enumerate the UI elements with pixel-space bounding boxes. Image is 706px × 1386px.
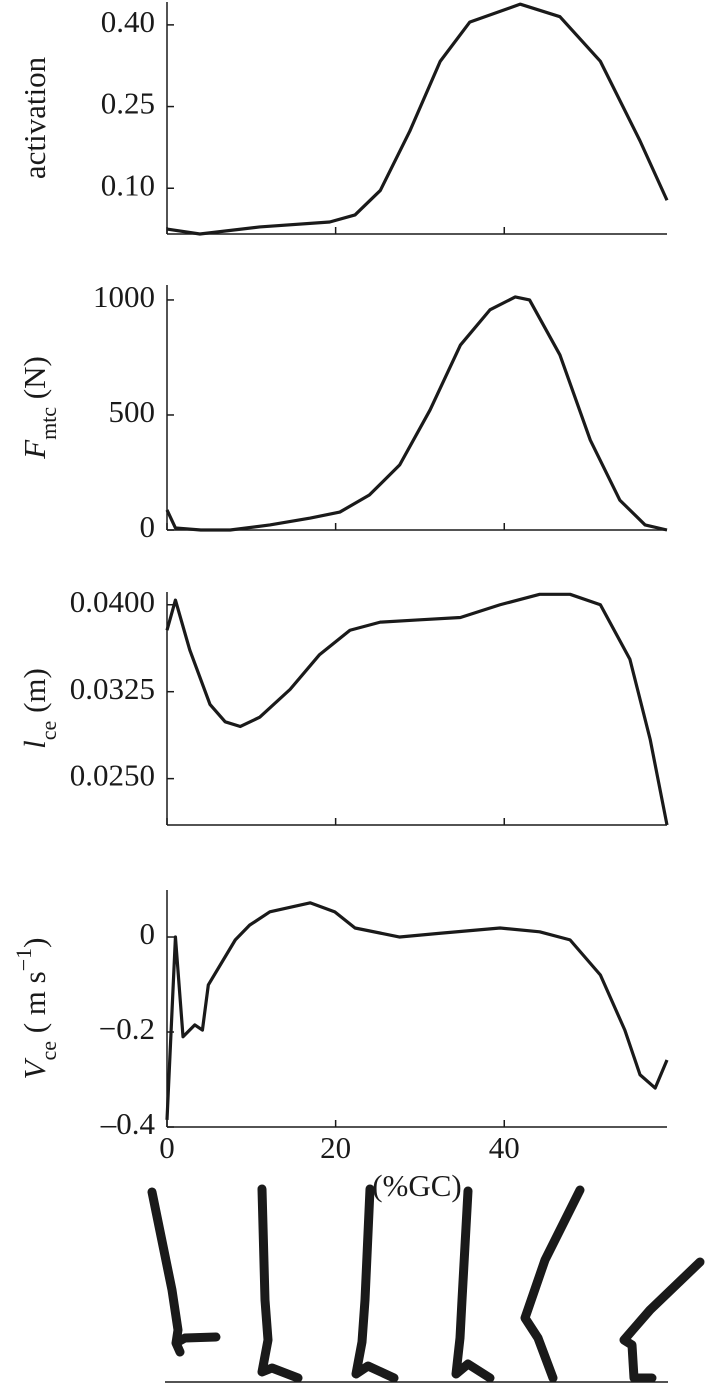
y-axis-label-part: ce — [36, 721, 61, 741]
y-tick-label: 0 — [140, 509, 156, 544]
y-axis-label: Vce ( m s−1) — [11, 938, 61, 1080]
y-tick-label: 0 — [140, 916, 156, 951]
stick-figure — [257, 1184, 303, 1383]
y-axis-label-part: ( m s — [17, 971, 52, 1041]
y-tick-label: 500 — [109, 394, 156, 429]
y-axis-label-part: (m) — [17, 668, 52, 721]
y-axis-label-part: activation — [17, 56, 52, 179]
y-axis-label: activation — [17, 56, 52, 179]
y-axis-label: lce (m) — [17, 668, 60, 749]
y-axis-label-part: ce — [36, 1041, 61, 1061]
y-tick-label: 0.0250 — [70, 758, 155, 793]
data-line — [166, 2, 669, 236]
y-axis-label-part: V — [17, 1057, 52, 1079]
stick-figure — [451, 1186, 495, 1383]
y-axis-label-part: l — [17, 740, 52, 749]
y-axis-label: Fmtc (N) — [17, 356, 60, 460]
stick-figure — [619, 1257, 705, 1383]
y-axis-label-part: F — [17, 439, 52, 460]
data-line — [165, 901, 669, 1120]
y-tick-label: −0.2 — [99, 1011, 155, 1046]
stick-figures — [147, 1184, 705, 1383]
x-tick-label: 0 — [159, 1130, 175, 1165]
y-tick-label: 0.0325 — [70, 671, 155, 706]
stick-figure — [520, 1185, 585, 1383]
data-line — [165, 295, 668, 532]
data-line — [165, 592, 669, 826]
y-axis-label-part: (N) — [17, 356, 52, 407]
y-axis-label-part: −1 — [11, 948, 36, 971]
stick-figure — [351, 1184, 399, 1383]
x-axis-label: (%GC) — [372, 1168, 462, 1203]
y-axis-label-part: ) — [17, 938, 52, 948]
x-tick-label: 40 — [489, 1130, 520, 1165]
y-tick-label: 0.40 — [101, 4, 155, 39]
stick-figure — [147, 1187, 221, 1357]
y-axis-label-part: mtc — [36, 407, 61, 440]
y-tick-label: 0.10 — [101, 167, 155, 202]
x-tick-label: 20 — [320, 1130, 351, 1165]
y-tick-label: 0.25 — [101, 86, 155, 121]
y-tick-label: –0.4 — [100, 1106, 156, 1141]
y-tick-label: 1000 — [93, 279, 155, 314]
y-tick-label: 0.0400 — [70, 584, 155, 619]
